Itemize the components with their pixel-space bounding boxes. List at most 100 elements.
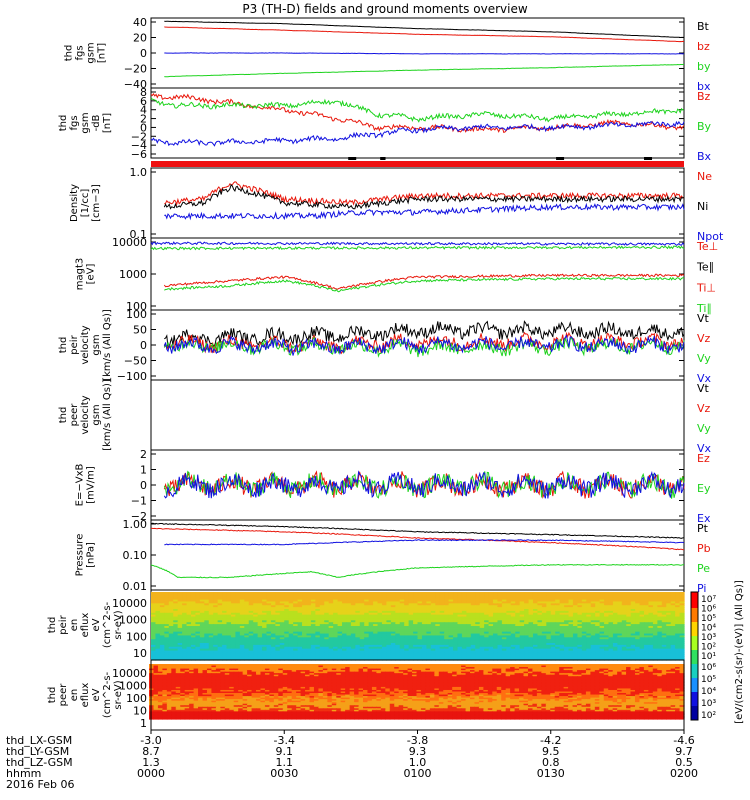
- spectrogram-cell: [297, 633, 303, 637]
- spectrogram-cell: [586, 593, 592, 597]
- spectrogram-cell: [248, 631, 254, 635]
- spectrogram-cell: [630, 627, 636, 631]
- spectrogram-cell: [368, 603, 374, 606]
- spectrogram-cell: [310, 618, 316, 621]
- spectrogram-cell: [426, 603, 432, 606]
- spectrogram-cell: [510, 592, 516, 595]
- spectrogram-cell: [408, 626, 414, 629]
- spectrogram-cell: [302, 622, 308, 625]
- spectrogram-cell: [466, 597, 472, 601]
- spectrogram-cell: [639, 644, 645, 648]
- spectrogram-cell: [380, 667, 386, 670]
- spectrogram-cell: [426, 622, 432, 625]
- spectrogram-cell: [652, 665, 658, 668]
- spectrogram-cell: [248, 644, 254, 648]
- spectrogram-cell: [425, 664, 431, 667]
- spectrogram-cell: [257, 607, 263, 610]
- spectrogram-cell: [395, 652, 401, 655]
- spectrogram-cell: [373, 620, 379, 623]
- spectrogram-cell: [510, 605, 516, 608]
- spectrogram-cell: [399, 595, 405, 599]
- spectrogram-cell: [173, 656, 179, 659]
- spectrogram-cell: [404, 620, 410, 623]
- spectrogram-cell: [439, 637, 445, 640]
- spectrogram-cell: [244, 631, 250, 635]
- spectrogram-cell: [417, 618, 423, 621]
- spectrogram-cell: [244, 620, 250, 623]
- spectrogram-cell: [159, 637, 165, 640]
- spectrogram-cell: [306, 614, 312, 618]
- spectrogram-cell: [555, 658, 561, 661]
- spectrogram-cell: [239, 616, 245, 620]
- spectrogram-cell: [453, 616, 459, 620]
- spectrogram-cell: [444, 641, 450, 644]
- spectrogram-cell: [359, 656, 365, 659]
- spectrogram-cell: [439, 648, 445, 652]
- spectrogram-cell: [550, 592, 556, 595]
- spectrogram-cell: [608, 622, 614, 625]
- spectrogram-cell: [475, 618, 481, 621]
- spectrogram-cell: [373, 644, 379, 648]
- spectrogram-cell: [661, 664, 667, 667]
- spectrogram-cell: [346, 607, 352, 610]
- spectrogram-cell: [262, 627, 268, 631]
- spectrogram-cell: [386, 603, 392, 606]
- spectrogram-cell: [546, 616, 552, 620]
- spectrogram-cell: [470, 658, 476, 661]
- spectrogram-cell: [333, 593, 339, 597]
- spectrogram-cell: [346, 618, 352, 621]
- spectrogram-cell: [621, 656, 627, 659]
- spectrogram-cell: [367, 668, 373, 671]
- spectrogram-cell: [328, 650, 334, 654]
- spectrogram-cell: [630, 648, 636, 652]
- spectrogram-cell: [478, 667, 484, 670]
- spectrogram-cell: [608, 635, 614, 638]
- spectrogram-cell: [315, 601, 321, 604]
- spectrogram-cell: [475, 644, 481, 648]
- spectrogram-cell: [644, 643, 650, 646]
- spectrogram-cell: [484, 595, 490, 599]
- spectrogram-cell: [350, 643, 356, 646]
- spectrogram-cell: [242, 665, 248, 668]
- ytick-label: 10000: [112, 236, 147, 249]
- spectrogram-cell: [510, 652, 516, 655]
- spectrogram-cell: [461, 597, 467, 601]
- spectrogram-cell: [199, 622, 205, 625]
- spectrogram-cell: [217, 650, 223, 654]
- spectrogram-cell: [515, 635, 521, 638]
- spectrogram-cell: [399, 633, 405, 637]
- spectrogram-cell: [288, 641, 294, 644]
- spectrogram-cell: [173, 644, 179, 648]
- spectrogram-cell: [413, 658, 419, 661]
- spectrogram-cell: [155, 658, 161, 661]
- spectrogram-cell: [608, 658, 614, 661]
- spectrogram-cell: [413, 597, 419, 601]
- spectrogram-cell: [333, 654, 339, 657]
- spectrogram-cell: [275, 631, 281, 635]
- spectrogram-cell: [666, 639, 672, 642]
- spectrogram-cell: [475, 626, 481, 629]
- spectrogram-cell: [528, 643, 534, 646]
- spectrogram-cell: [612, 601, 618, 604]
- spectrogram-cell: [346, 637, 352, 640]
- spectrogram-cell: [621, 644, 627, 648]
- spectrogram-cell: [373, 635, 379, 638]
- spectrogram-cell: [501, 665, 507, 668]
- spectrogram-cell: [590, 664, 596, 667]
- spectrogram-cell: [483, 667, 489, 670]
- spectrogram-cell: [648, 665, 654, 668]
- spectrogram-cell: [300, 668, 306, 671]
- spectrogram-cell: [328, 635, 334, 638]
- spectrogram-cell: [270, 635, 276, 638]
- spectrogram-cell: [457, 601, 463, 604]
- spectrogram-cell: [564, 610, 570, 614]
- spectrogram-cell: [457, 646, 463, 650]
- spectrogram-cell: [465, 664, 471, 667]
- spectrogram-cell: [546, 626, 552, 629]
- spectrogram-cell: [670, 654, 676, 657]
- spectrogram-cell: [621, 599, 627, 603]
- panel-peer-eflux: 100001000100101thdpeerenefluxeV(cm^2-s-s…: [47, 659, 685, 731]
- spectrogram-cell: [302, 644, 308, 648]
- spectrogram-cell: [368, 650, 374, 654]
- series-Ni: [163, 183, 685, 210]
